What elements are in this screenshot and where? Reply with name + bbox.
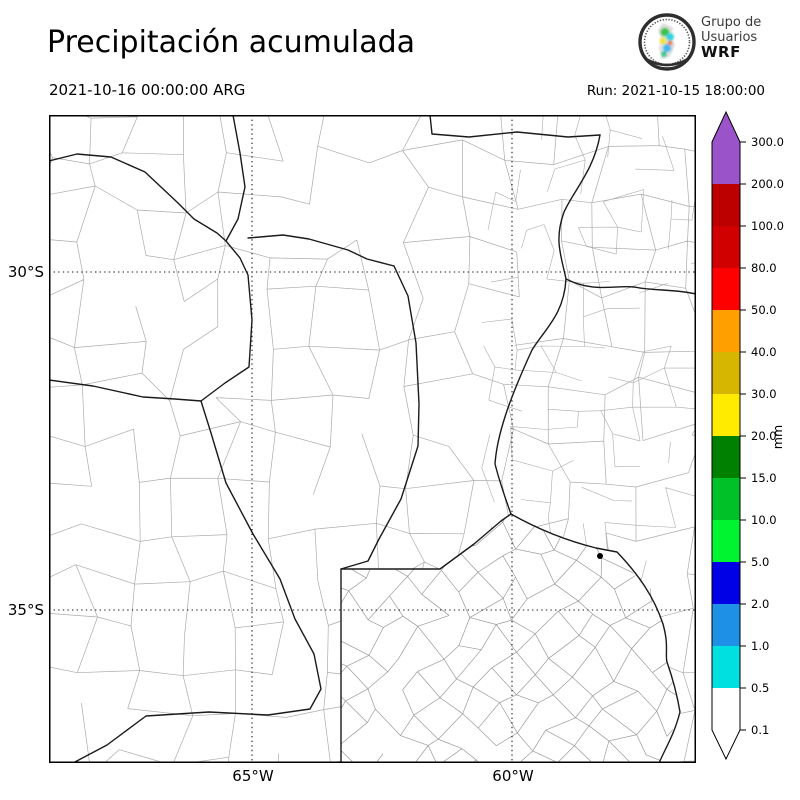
map-canvas: [49, 115, 696, 763]
colorbar-under-arrow: [712, 730, 740, 759]
colorbar-segment: [712, 310, 740, 352]
colorbar-tick-label: 0.5: [751, 681, 769, 695]
colorbar-tick-label: 1.0: [751, 639, 769, 653]
colorbar-segment: [712, 604, 740, 646]
colorbar-tick-label: 0.1: [751, 723, 769, 737]
wrf-logo: [636, 11, 796, 73]
lon-tick-60W: 60°W: [492, 767, 534, 785]
colorbar-panel: 300.0 200.0 100.0 80.0 50.0 40.0 30.0 20.0 15.0 1…: [698, 98, 800, 792]
logo-line-2: Usuarios: [701, 29, 758, 45]
colorbar-segment: [712, 226, 740, 268]
graticule-lines: [49, 115, 696, 763]
logo-radar-blobs: [658, 23, 675, 59]
colorbar-segment: [712, 268, 740, 310]
map-border: [49, 115, 696, 763]
logo-line-wrf: WRF: [701, 43, 741, 61]
colorbar-segment: [712, 436, 740, 478]
colorbar-segment: [712, 184, 740, 226]
colorbar-tick-label: 50.0: [751, 303, 777, 317]
city-dot: [597, 553, 603, 559]
colorbar-segment: [712, 562, 740, 604]
province-boundaries: [49, 115, 696, 763]
wrf-logo-text: Grupo de Usuarios WRF: [701, 15, 762, 61]
colorbar-segment: [712, 688, 740, 730]
colorbar-tick-label: 200.0: [751, 177, 784, 191]
colorbar-canvas: 300.0 200.0 100.0 80.0 50.0 40.0 30.0 20.0 15.0 1…: [711, 110, 785, 761]
colorbar-unit-label: mm: [770, 425, 785, 449]
valid-time-label: 2021-10-16 00:00:00 ARG: [49, 81, 246, 99]
page-title: Precipitación acumulada: [47, 25, 416, 60]
colorbar-tick-label: 300.0: [751, 135, 784, 149]
run-time-label: Run: 2021-10-15 18:00:00: [586, 83, 765, 99]
colorbar-tick-label: 2.0: [751, 597, 769, 611]
map-panel: [49, 115, 696, 763]
colorbar-segment: [712, 646, 740, 688]
colorbar-segment: [712, 352, 740, 394]
logo-laurel: [645, 57, 689, 67]
colorbar-tick-label: 100.0: [751, 219, 784, 233]
wrf-logo-emblem: [638, 13, 696, 71]
colorbar-tick-label: 80.0: [751, 261, 777, 275]
colorbar-segment: [712, 142, 740, 184]
colorbar-tick-label: 10.0: [751, 513, 777, 527]
lat-tick-30S: 30°S: [7, 263, 44, 281]
colorbar-tick-label: 15.0: [751, 471, 777, 485]
colorbar-over-arrow: [712, 112, 740, 142]
colorbar-tick-label: 5.0: [751, 555, 769, 569]
colorbar-segment: [712, 394, 740, 436]
lat-tick-35S: 35°S: [7, 601, 44, 619]
logo-line-1: Grupo de: [701, 15, 762, 30]
colorbar-segment: [712, 478, 740, 520]
colorbar-segment: [712, 520, 740, 562]
lon-tick-65W: 65°W: [232, 767, 274, 785]
colorbar-tick-label: 20.0: [751, 429, 777, 443]
colorbar-tick-label: 40.0: [751, 345, 777, 359]
colorbar-tick-label: 30.0: [751, 387, 777, 401]
